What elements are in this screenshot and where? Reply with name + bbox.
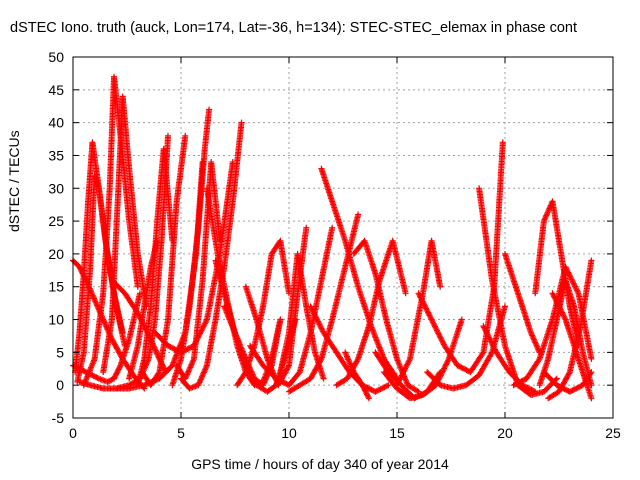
data-point — [155, 370, 162, 377]
series-markers — [70, 73, 595, 402]
data-point — [165, 132, 171, 139]
data-point — [134, 283, 141, 290]
data-point — [113, 370, 120, 377]
data-point — [75, 365, 82, 372]
data-point — [119, 329, 126, 336]
data-point — [137, 290, 143, 297]
data-point — [182, 132, 189, 139]
data-point — [81, 368, 88, 375]
